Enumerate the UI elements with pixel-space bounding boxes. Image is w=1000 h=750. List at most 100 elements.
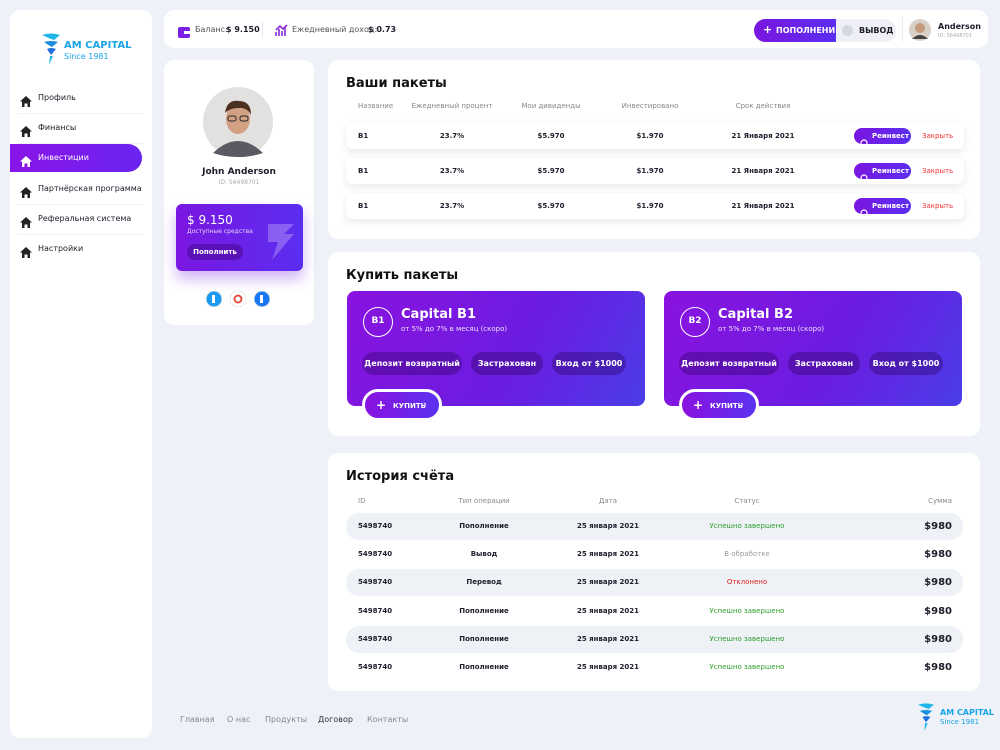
user-name: Anderson <box>938 22 981 31</box>
buy-card: Купить пакеты B1 Capital B1 от 5% до 7% в м… <box>328 252 980 436</box>
nav-divider <box>18 113 144 114</box>
cell: 25 января 2021 <box>576 550 640 559</box>
nav-divider <box>18 233 144 235</box>
cell: Успешно завершено <box>709 663 785 671</box>
nav-label: Реферальная система <box>38 213 132 223</box>
cell: Пополнение <box>459 522 509 530</box>
cell: 25 января 2021 <box>576 522 640 530</box>
plus: + <box>376 398 387 412</box>
social-google <box>229 290 247 308</box>
logo-name: AM CAPITAL <box>64 40 132 51</box>
chevron: › <box>740 400 744 410</box>
offer-subtitle: от 5% до 7% в месяц (скоро) <box>718 325 825 333</box>
profile-card: John Anderson ID: 56498701 $ 9.150 Доступны… <box>164 60 314 325</box>
nav-divider <box>18 143 144 145</box>
nav-item[interactable]: Профиль <box>10 84 142 112</box>
logo-icon <box>40 32 62 66</box>
cell: $980 <box>924 521 952 532</box>
nav-item[interactable]: Настройки <box>10 235 142 263</box>
footer-link[interactable]: Продукты <box>265 715 308 724</box>
reinvest-label: Реинвест <box>872 132 910 140</box>
reinvest-label: Реинвест <box>872 202 910 210</box>
history-row: 5498740 Вывод 25 января 2021 В обработке $98… <box>346 541 963 568</box>
badge: B1 <box>363 307 393 337</box>
offer-name: Capital B2 <box>718 307 793 322</box>
footer-link[interactable]: О нас <box>227 715 251 724</box>
column-header: Мои дивиденды <box>521 102 581 110</box>
feature-tag: Вход от $1000 <box>552 352 626 375</box>
cell: Успешно завершено <box>709 606 785 615</box>
badge: B2 <box>680 307 710 337</box>
home-icon <box>20 122 32 138</box>
buy-label: КУПИТЬ <box>393 402 426 410</box>
nav-item[interactable]: Реферальная система <box>10 205 142 233</box>
cell: Пополнение <box>459 663 509 671</box>
cell: Пополнение <box>459 634 509 643</box>
close-link[interactable]: Закрыть <box>922 167 954 175</box>
feature-tag: Застрахован <box>788 352 860 375</box>
cell: $980 <box>924 605 952 617</box>
deposit-button[interactable]: + ПОПОЛНЕНИЕ <box>754 19 841 42</box>
logo-name: AM CAPITAL <box>940 708 994 717</box>
offer-subtitle: от 5% до 7% в месяц (скоро) <box>401 325 508 333</box>
cell: $980 <box>924 549 952 561</box>
column-header: Тип операции <box>458 497 510 505</box>
nav-item[interactable]: Финансы <box>10 114 142 142</box>
footer-link[interactable]: Договор <box>318 715 353 724</box>
cell: Успешно завершено <box>709 522 785 530</box>
home-icon <box>20 152 32 168</box>
section-title: История счёта <box>346 469 455 484</box>
balance-label: Баланс: <box>195 25 228 34</box>
cell: 5498740 <box>358 578 393 587</box>
wallet-icon <box>178 23 190 38</box>
withdraw-button[interactable]: ВЫВОД <box>836 19 896 42</box>
withdraw-label: ВЫВОД <box>859 26 894 35</box>
reinvest-button[interactable]: Реинвест <box>854 198 911 217</box>
cell: $1.970 <box>636 202 664 210</box>
home-icon <box>20 92 32 107</box>
logo-since: Since 1981 <box>940 718 980 726</box>
close-link[interactable]: Закрыть <box>922 132 954 140</box>
balance-amount: $ 9.150 <box>187 213 233 227</box>
section-title: Купить пакеты <box>346 268 459 283</box>
packages-card: Ваши пакеты Название Ежедневный процент Мои… <box>328 60 980 239</box>
close-link[interactable]: Закрыть <box>922 202 954 210</box>
cell: 21 Января 2021 <box>731 132 795 140</box>
feature-tag: Застрахован <box>471 352 543 375</box>
balance-value: $ 9.150 <box>226 25 260 34</box>
balance-caption: Доступные средства <box>187 228 253 235</box>
cell: $980 <box>924 662 952 673</box>
reinvest-button[interactable]: Реинвест <box>854 128 911 147</box>
cell: $1.970 <box>636 132 664 140</box>
top-up-button[interactable]: Пополнить <box>187 244 243 260</box>
column-header: Название <box>358 102 394 110</box>
nav-item[interactable]: Партнёрская программа <box>10 175 142 203</box>
sidebar: AM CAPITAL Since 1981 Профиль Финансы Инвест… <box>10 10 152 738</box>
cell: 5498740 <box>358 550 393 559</box>
refresh-icon <box>860 167 868 182</box>
buy-button[interactable]: + КУПИТЬ › <box>362 389 442 421</box>
package-offer: B2 Capital B2 от 5% до 7% в месяц (скоро) Д… <box>664 291 962 421</box>
plus: + <box>763 23 773 36</box>
nav-item[interactable]: Инвестиции <box>10 144 142 173</box>
cell: Перевод <box>466 578 502 587</box>
cell: Вывод <box>470 550 498 559</box>
reinvest-button[interactable]: Реинвест <box>854 163 911 182</box>
cell: Успешно завершено <box>709 634 785 643</box>
top-bar: Баланс: $ 9.150 Ежедневный доход: $ 0.73 + ПО… <box>164 10 988 48</box>
chevron: › <box>423 400 427 410</box>
chart-icon <box>275 22 288 36</box>
cell: $5.970 <box>537 132 565 140</box>
column-header: Сумма <box>928 497 952 505</box>
income-value: $ 0.73 <box>368 25 397 34</box>
footer-link[interactable]: Контакты <box>367 715 409 724</box>
package-row: B1 23.7% $5.970 $1.970 21 Января 2021 Реинвес… <box>346 158 964 184</box>
footer-link[interactable]: Главная <box>180 715 215 724</box>
profile-id: ID: 56498701 <box>218 179 260 186</box>
cell: 23.7% <box>439 202 465 210</box>
home-icon <box>20 183 32 198</box>
cell: B1 <box>358 132 369 140</box>
cell: 5498740 <box>358 634 393 643</box>
buy-button[interactable]: + КУПИТЬ › <box>679 389 759 421</box>
